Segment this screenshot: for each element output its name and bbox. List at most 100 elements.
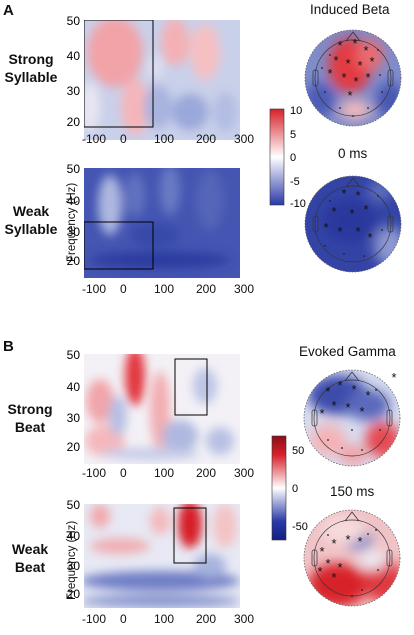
y-tick-label: 30	[67, 225, 81, 239]
row-label-strong-syllable: Strong Syllable	[4, 51, 58, 85]
svg-text:*: *	[319, 544, 324, 559]
svg-text:*: *	[357, 534, 362, 549]
y-tick-label: 20	[67, 587, 81, 601]
row-label-strong-beat: Strong Beat	[7, 401, 53, 435]
svg-text:*: *	[327, 66, 332, 81]
x-tick-label: 200	[196, 612, 217, 626]
topomap-induced-beta-strong: * * * * * * ** * ***	[304, 29, 402, 127]
y-tick-label: 40	[67, 529, 81, 543]
colorbar-tick: -5	[290, 176, 300, 188]
x-tick-label: 0	[120, 466, 127, 480]
colorbar-tick: 10	[290, 105, 302, 117]
svg-text:*: *	[331, 204, 336, 219]
panel-letter-a: A	[3, 2, 14, 19]
svg-text:*: *	[365, 70, 370, 85]
svg-text:*: *	[325, 556, 330, 571]
heatmap-strong-beat: 50 40 30 20	[67, 348, 240, 464]
topomap-title-b: Evoked Gamma	[299, 344, 396, 359]
svg-text:*: *	[357, 58, 362, 73]
x-tick-label: 300	[234, 466, 255, 480]
x-tick-label: 0	[120, 612, 127, 626]
x-tick-label: 300	[234, 612, 255, 626]
y-tick-label: 30	[67, 559, 81, 573]
svg-text:*: *	[331, 398, 336, 413]
svg-text:*: *	[337, 378, 342, 393]
x-tick-label: -100	[82, 466, 107, 480]
svg-text:*: *	[369, 54, 374, 69]
colorbar-tick: -10	[290, 198, 306, 210]
x-tick-label: 0	[120, 132, 127, 146]
svg-text:*: *	[352, 36, 357, 51]
colorbar-tick: 5	[290, 129, 296, 141]
svg-text:*: *	[323, 220, 328, 235]
svg-text:*: *	[337, 38, 342, 53]
colorbar-tick: -50	[292, 521, 308, 533]
heatmap-strong-syllable: 50 40 30 20	[67, 14, 240, 140]
x-tick-label: 100	[154, 132, 175, 146]
y-tick-label: 40	[67, 380, 81, 394]
panel-letter-b: B	[3, 338, 14, 355]
svg-text:*: *	[363, 43, 368, 58]
y-tick-label: 30	[67, 411, 81, 425]
x-tick-label: -100	[82, 612, 107, 626]
x-ticks-a1: -100 0 100 200 300	[82, 132, 254, 148]
svg-text:*: *	[359, 404, 364, 419]
svg-text:*: *	[331, 536, 336, 551]
topomap-induced-beta-weak: * ** * ** ***	[304, 175, 402, 273]
topomap-evoked-gamma-strong: * * * ** * ***	[303, 369, 401, 467]
x-tick-label: 100	[154, 466, 175, 480]
x-ticks-b2: -100 0 100 200 300	[82, 612, 254, 628]
svg-text:*: *	[367, 230, 372, 245]
svg-text:*: *	[355, 188, 360, 203]
colorbar-tick: 0	[292, 483, 298, 495]
x-tick-label: -100	[82, 132, 107, 146]
svg-text:*: *	[317, 564, 322, 579]
colorbar-b: 50 0 -50	[271, 435, 308, 541]
svg-text:*: *	[363, 202, 368, 217]
heatmap-weak-beat: 50 40 30 20	[67, 498, 240, 608]
topomap-time-a: 0 ms	[338, 146, 368, 161]
x-tick-label: 100	[154, 282, 175, 296]
x-ticks-b1: -100 0 100 200 300	[82, 466, 254, 482]
svg-text:*: *	[319, 406, 324, 421]
svg-text:*: *	[345, 532, 350, 547]
y-tick-label: 20	[67, 440, 81, 454]
y-tick-label: 50	[67, 14, 81, 28]
colorbar-tick: 0	[290, 152, 296, 164]
x-tick-label: 300	[234, 132, 255, 146]
svg-text:*: *	[341, 186, 346, 201]
row-label-weak-syllable: Weak Syllable	[4, 203, 58, 237]
topomap-time-b: 150 ms	[330, 484, 375, 499]
svg-text:*: *	[325, 384, 330, 399]
colorbar-a: 10 5 0 -5 -10	[269, 105, 306, 210]
y-ticks-a1: 50 40 30 20	[67, 14, 81, 129]
svg-text:*: *	[365, 388, 370, 403]
y-axis-label-b2: Frequency (Hz)	[66, 520, 78, 600]
svg-text:*: *	[337, 224, 342, 239]
y-tick-label: 50	[67, 498, 81, 512]
x-tick-label: 200	[196, 466, 217, 480]
x-tick-label: 100	[154, 612, 175, 626]
x-tick-label: -100	[82, 282, 107, 296]
svg-text:*: *	[349, 206, 354, 221]
y-tick-label: 50	[67, 162, 81, 176]
topomap-title-a: Induced Beta	[310, 2, 390, 17]
x-tick-label: 0	[120, 282, 127, 296]
row-label-weak-beat: Weak Beat	[11, 541, 49, 575]
svg-text:*: *	[353, 74, 358, 89]
y-tick-label: 40	[67, 194, 81, 208]
y-tick-label: 50	[67, 348, 81, 362]
svg-text:*: *	[391, 370, 396, 385]
x-tick-label: 300	[234, 282, 255, 296]
svg-text:*: *	[333, 53, 338, 68]
y-axis-label-a2: Frequency (Hz)	[66, 182, 78, 262]
colorbar-tick: 50	[292, 445, 304, 457]
svg-text:*: *	[345, 400, 350, 415]
svg-text:*: *	[355, 224, 360, 239]
svg-text:*: *	[341, 70, 346, 85]
svg-text:*: *	[331, 570, 336, 585]
y-tick-label: 30	[67, 84, 81, 98]
svg-text:*: *	[345, 56, 350, 71]
topomap-evoked-gamma-weak: *** ** * **	[303, 509, 401, 607]
x-tick-label: 200	[196, 282, 217, 296]
